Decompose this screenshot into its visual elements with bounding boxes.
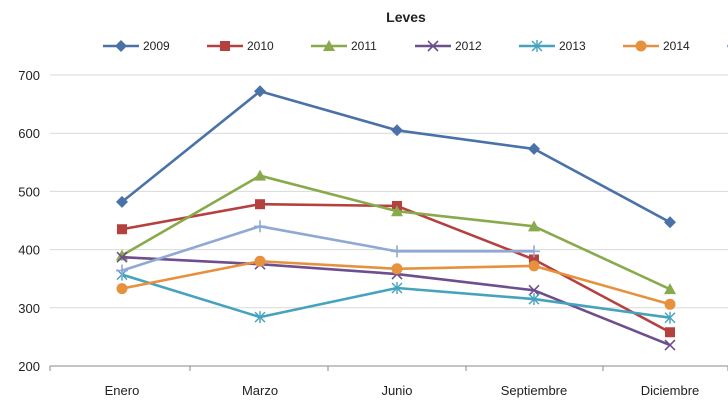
data-point bbox=[529, 254, 539, 265]
x-tick-label: Enero bbox=[105, 383, 140, 398]
grid bbox=[50, 74, 728, 367]
legend-item: 2011 bbox=[311, 39, 377, 53]
data-point bbox=[117, 224, 127, 235]
data-point bbox=[255, 199, 265, 210]
data-point bbox=[664, 311, 676, 324]
legend-item: 2013 bbox=[519, 39, 586, 53]
y-tick-label: 300 bbox=[18, 301, 40, 316]
data-point bbox=[391, 205, 403, 217]
data-point bbox=[254, 169, 266, 181]
chart-title: Leves bbox=[386, 9, 426, 25]
data-point bbox=[254, 255, 266, 267]
legend-label: 2011 bbox=[351, 39, 377, 53]
data-point bbox=[116, 283, 128, 295]
x-tick-label: Septiembre bbox=[501, 383, 567, 398]
legend-label: 2014 bbox=[663, 39, 690, 53]
data-point bbox=[665, 327, 675, 338]
series-2009 bbox=[116, 85, 676, 229]
data-point bbox=[116, 195, 128, 208]
axes: 200 300 400 500 600 700 Enero Marzo Junio Septiem… bbox=[18, 68, 728, 398]
data-point bbox=[664, 339, 676, 351]
series-2011 bbox=[116, 169, 676, 295]
series-line bbox=[121, 225, 534, 272]
data-point bbox=[427, 40, 439, 52]
data-point bbox=[531, 40, 543, 52]
y-tick-label: 200 bbox=[18, 359, 40, 374]
data-point bbox=[528, 220, 540, 232]
series-layer bbox=[116, 85, 676, 351]
legend-item: 2014 bbox=[623, 39, 690, 53]
data-point bbox=[528, 142, 540, 155]
legend: 2009201020112012201320142015 bbox=[103, 39, 728, 53]
data-point bbox=[391, 263, 403, 275]
data-point bbox=[664, 283, 676, 295]
data-point bbox=[635, 40, 647, 52]
legend-label: 2009 bbox=[143, 39, 170, 53]
data-point bbox=[220, 41, 230, 51]
series-2015 bbox=[116, 220, 540, 277]
legend-item: 2009 bbox=[103, 39, 170, 53]
legend-label: 2013 bbox=[559, 39, 586, 53]
data-point bbox=[528, 293, 540, 306]
data-point bbox=[254, 85, 266, 98]
data-point bbox=[116, 264, 128, 277]
data-point bbox=[254, 220, 266, 233]
data-point bbox=[115, 40, 127, 52]
x-tick-label: Junio bbox=[381, 383, 412, 398]
data-point bbox=[391, 245, 403, 258]
y-tick-label: 600 bbox=[18, 126, 40, 141]
data-point bbox=[528, 284, 540, 296]
x-tick-label: Marzo bbox=[242, 383, 278, 398]
data-point bbox=[116, 249, 128, 261]
data-point bbox=[116, 251, 128, 263]
legend-label: 2010 bbox=[247, 39, 274, 53]
legend-item: 2010 bbox=[207, 39, 274, 53]
legend-item: 2012 bbox=[415, 39, 482, 53]
y-tick-label: 700 bbox=[18, 68, 40, 83]
legend-label: 2012 bbox=[455, 39, 482, 53]
series-2014 bbox=[116, 255, 676, 310]
data-point bbox=[391, 282, 403, 295]
x-tick-label: Diciembre bbox=[641, 383, 700, 398]
y-tick-label: 500 bbox=[18, 184, 40, 199]
data-point bbox=[323, 40, 335, 51]
data-point bbox=[664, 298, 676, 310]
y-tick-label: 400 bbox=[18, 243, 40, 258]
data-point bbox=[528, 260, 540, 272]
data-point bbox=[391, 124, 403, 137]
data-point bbox=[254, 311, 266, 324]
data-point bbox=[664, 216, 676, 229]
series-2013 bbox=[116, 268, 676, 324]
data-point bbox=[528, 245, 540, 258]
